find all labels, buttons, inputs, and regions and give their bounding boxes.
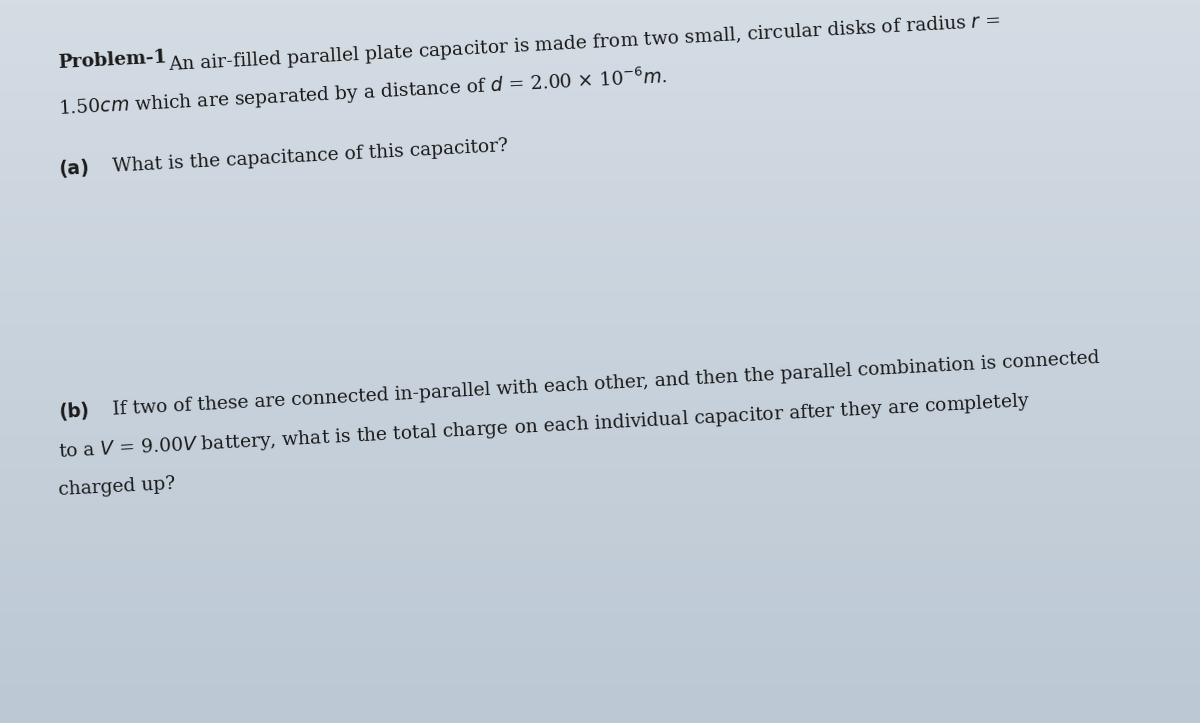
Text: Problem-1: Problem-1 <box>58 48 168 72</box>
Text: 1.50$cm$ which are separated by a distance of $d$ = 2.00 $\times$ 10$^{-6}$$m$.: 1.50$cm$ which are separated by a distan… <box>58 64 668 121</box>
Text: What is the capacitance of this capacitor?: What is the capacitance of this capacito… <box>106 137 508 176</box>
Text: An air-filled parallel plate capacitor is made from two small, circular disks of: An air-filled parallel plate capacitor i… <box>168 11 1001 76</box>
Text: to a $V$ = 9.00$V$ battery, what is the total charge on each individual capacito: to a $V$ = 9.00$V$ battery, what is the … <box>58 390 1031 463</box>
Text: $\mathbf{(b)}$: $\mathbf{(b)}$ <box>58 400 90 423</box>
Text: charged up?: charged up? <box>58 475 175 499</box>
Text: If two of these are connected in-parallel with each other, and then the parallel: If two of these are connected in-paralle… <box>106 349 1099 419</box>
Text: $\mathbf{(a)}$: $\mathbf{(a)}$ <box>58 156 89 179</box>
